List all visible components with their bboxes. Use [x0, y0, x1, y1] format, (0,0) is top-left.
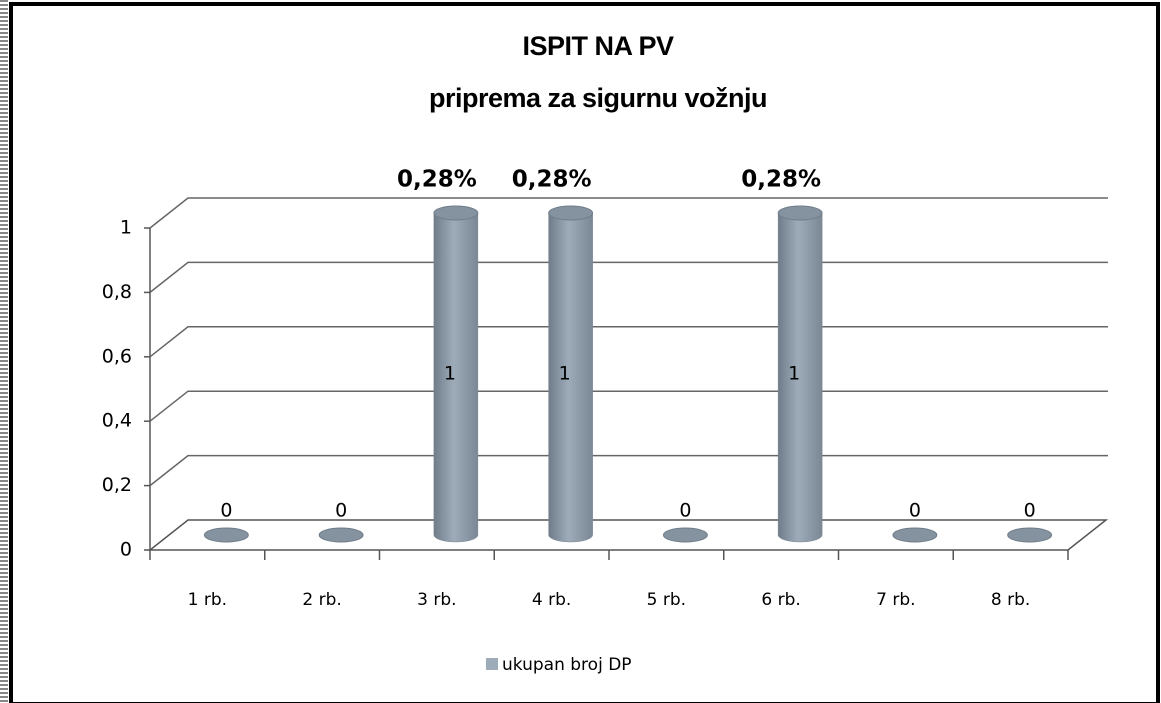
bar-body [777, 212, 823, 543]
bar [1007, 527, 1053, 543]
percent-label: 0,28% [741, 167, 821, 193]
x-tick-label: 6 rb. [761, 590, 800, 610]
bar [777, 205, 823, 543]
percent-label: 0,28% [512, 167, 592, 193]
x-tick-label: 2 rb. [302, 590, 341, 610]
value-label: 0 [679, 500, 691, 522]
bar [203, 527, 249, 543]
value-label: 1 [444, 363, 456, 385]
grid-line [149, 197, 1108, 229]
bar [662, 527, 708, 543]
bar-top [318, 527, 364, 543]
bar-body [548, 212, 593, 543]
value-label: 1 [788, 363, 800, 385]
bar-body [433, 212, 479, 543]
y-tick-label: 0,4 [102, 410, 132, 432]
bar [433, 205, 479, 543]
x-tick-label: 1 rb. [188, 590, 227, 610]
plot-area: 0 0,2 0,4 0,6 0,8 1 1 rb. 0 2 rb. 0 3 rb. 1 0,28% 4 r… [102, 167, 1109, 675]
x-tick-label: 3 rb. [417, 590, 456, 610]
bar-top [777, 205, 823, 221]
y-tick-label: 0 [120, 539, 132, 561]
percent-label: 0,28% [397, 167, 477, 193]
floor [147, 519, 1109, 551]
value-label: 0 [335, 500, 347, 522]
value-label: 0 [220, 500, 232, 522]
x-tick-label: 8 rb. [991, 590, 1030, 610]
chart-subtitle: priprema za sigurnu vožnju [429, 83, 767, 113]
bar [548, 205, 594, 543]
x-tick-label: 5 rb. [647, 590, 686, 610]
chart-title: ISPIT NA PV [522, 31, 674, 61]
bar [892, 527, 938, 543]
bar-top [1007, 527, 1053, 543]
y-tick-label: 0,2 [102, 474, 132, 496]
value-label: 0 [1024, 500, 1036, 522]
x-tick-label: 7 rb. [876, 590, 915, 610]
value-label: 1 [559, 363, 571, 385]
bar-top [662, 527, 708, 543]
bar-top [203, 527, 249, 543]
bar-top [548, 205, 594, 221]
legend-swatch [486, 658, 498, 670]
value-label: 0 [909, 500, 921, 522]
y-tick-label: 1 [120, 217, 132, 239]
y-tick-label: 0,8 [102, 281, 132, 303]
bar-top [433, 205, 479, 221]
bar [318, 527, 364, 543]
y-tick-label: 0,6 [102, 345, 132, 367]
left-edge [0, 0, 8, 703]
bar-top [892, 527, 938, 543]
x-tick-label: 4 rb. [532, 590, 571, 610]
legend-label: ukupan broj DP [502, 655, 632, 675]
